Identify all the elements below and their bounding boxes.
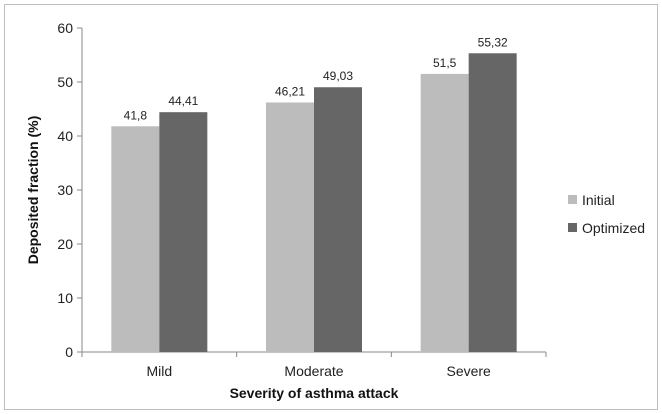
bar [314,87,362,352]
y-tick-label: 50 [57,74,73,90]
bar [468,53,517,352]
y-tick-label: 10 [57,290,73,306]
bar [420,73,469,353]
bar [159,112,208,352]
legend-label: Optimized [582,220,645,236]
data-label: 46,21 [275,84,305,98]
data-label: 41,8 [124,108,148,122]
y-tick-label: 60 [57,20,73,36]
data-label: 49,03 [323,69,353,83]
data-labels: 41,8 46,21 51,5 44,41 49,03 55,32 [124,35,508,122]
legend-swatch [568,223,577,232]
data-label: 51,5 [433,56,457,70]
y-ticks: 0 10 20 30 40 50 60 [57,20,82,360]
x-tick-label: Severe [446,363,491,379]
legend-swatch [568,195,577,204]
bars [111,53,517,353]
y-tick-label: 30 [57,182,73,198]
legend: Initial Optimized [568,192,645,236]
x-tick-label: Mild [146,363,172,379]
y-tick-label: 0 [65,344,73,360]
bar [111,126,160,352]
y-axis-title: Deposited fraction (%) [25,116,41,265]
bar [266,102,314,352]
y-tick-label: 20 [57,236,73,252]
y-tick-label: 40 [57,128,73,144]
data-label: 44,41 [168,94,198,108]
x-ticks: Mild Moderate Severe [81,352,547,379]
x-tick-label: Moderate [284,363,343,379]
data-label: 55,32 [478,35,508,49]
legend-label: Initial [582,192,615,208]
x-axis-title: Severity of asthma attack [230,385,399,401]
